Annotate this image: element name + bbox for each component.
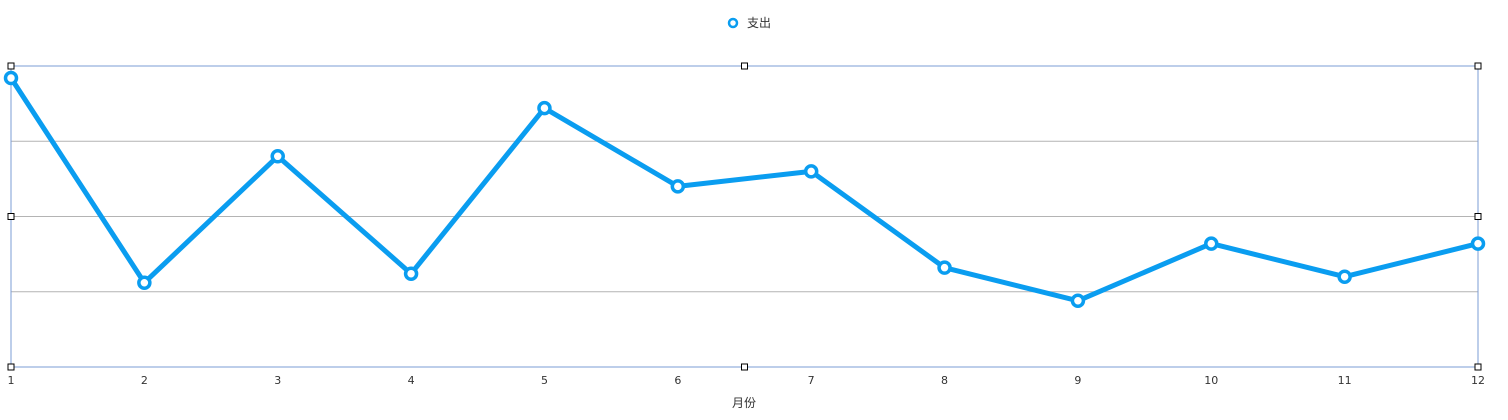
x-tick-label: 6 xyxy=(674,374,681,387)
resize-handle[interactable] xyxy=(1474,363,1482,371)
resize-handle[interactable] xyxy=(741,62,748,70)
series-line xyxy=(8,75,1481,304)
series-layer xyxy=(3,70,1486,309)
x-tick-label: 4 xyxy=(408,374,415,387)
legend-marker xyxy=(727,17,739,29)
grid-lines xyxy=(11,140,1478,293)
data-point[interactable] xyxy=(937,260,952,275)
legend[interactable]: 支出 xyxy=(727,16,771,30)
x-tick-label: 8 xyxy=(941,374,948,387)
x-tick-label: 10 xyxy=(1204,374,1218,387)
resize-handle[interactable] xyxy=(7,62,15,70)
data-point[interactable] xyxy=(537,100,552,116)
data-point[interactable] xyxy=(670,179,686,194)
resize-handle[interactable] xyxy=(1474,62,1482,70)
data-point[interactable] xyxy=(270,149,285,164)
legend-label: 支出 xyxy=(747,16,771,30)
x-tick-label: 3 xyxy=(274,374,281,387)
data-point[interactable] xyxy=(137,275,152,290)
x-tick-label: 5 xyxy=(541,374,548,387)
resize-handle[interactable] xyxy=(7,363,15,371)
data-point[interactable] xyxy=(803,164,819,179)
data-point[interactable] xyxy=(3,70,19,86)
resize-handle[interactable] xyxy=(741,363,748,371)
resize-handle[interactable] xyxy=(1474,213,1482,220)
x-tick-label: 1 xyxy=(8,374,15,387)
data-point[interactable] xyxy=(1204,236,1219,251)
x-axis-ticks: 1 2 3 4 5 6 7 8 9 10 11 12 xyxy=(8,374,1486,387)
selection-handles xyxy=(7,62,1482,371)
x-tick-label: 7 xyxy=(808,374,815,387)
x-tick-label: 2 xyxy=(141,374,148,387)
data-point[interactable] xyxy=(1337,269,1352,284)
resize-handle[interactable] xyxy=(7,213,15,220)
x-tick-label: 12 xyxy=(1471,374,1485,387)
data-point[interactable] xyxy=(1070,293,1086,309)
x-tick-label: 11 xyxy=(1338,374,1352,387)
x-tick-label: 9 xyxy=(1074,374,1081,387)
data-point[interactable] xyxy=(1470,236,1486,251)
x-axis-label: 月份 xyxy=(732,396,756,410)
data-point[interactable] xyxy=(403,266,419,281)
